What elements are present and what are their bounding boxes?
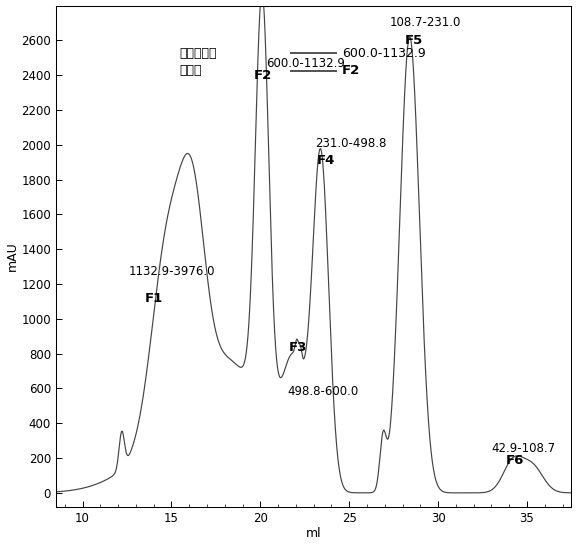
Text: 分子量范围: 分子量范围 xyxy=(179,46,217,60)
Text: 峰代号: 峰代号 xyxy=(179,64,202,77)
Text: F4: F4 xyxy=(317,155,336,168)
Text: F6: F6 xyxy=(505,454,524,467)
Text: F2: F2 xyxy=(342,64,360,77)
Text: 498.8-600.0: 498.8-600.0 xyxy=(287,385,358,398)
Y-axis label: mAU: mAU xyxy=(6,241,18,271)
Text: F5: F5 xyxy=(404,34,422,48)
Text: F1: F1 xyxy=(145,292,163,305)
Text: 600.0-1132.9: 600.0-1132.9 xyxy=(342,46,426,60)
Text: 42.9-108.7: 42.9-108.7 xyxy=(492,442,556,455)
Text: 600.0-1132.9: 600.0-1132.9 xyxy=(265,57,344,70)
Text: 108.7-231.0: 108.7-231.0 xyxy=(390,16,462,29)
Text: F3: F3 xyxy=(289,341,307,354)
X-axis label: ml: ml xyxy=(306,527,321,541)
Text: 231.0-498.8: 231.0-498.8 xyxy=(316,137,387,150)
Text: 1132.9-3976.0: 1132.9-3976.0 xyxy=(129,265,215,278)
Text: F2: F2 xyxy=(253,69,272,82)
